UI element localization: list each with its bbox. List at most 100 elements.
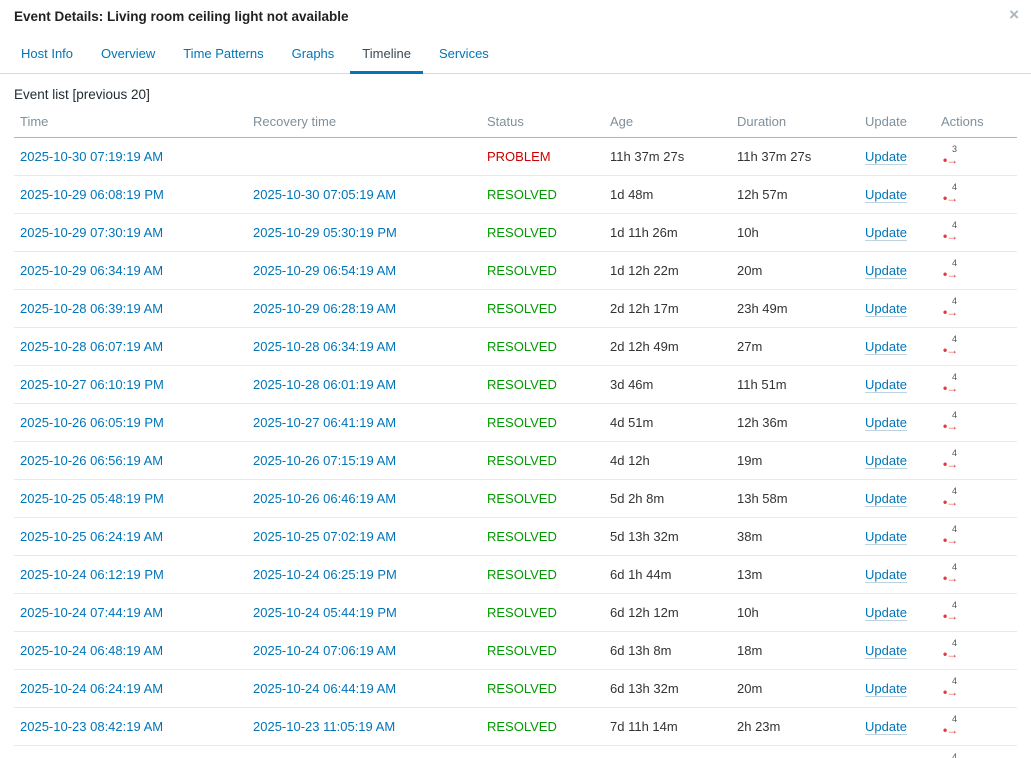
status-badge: RESOLVED: [487, 186, 557, 202]
update-link[interactable]: Update: [865, 376, 907, 393]
message-actions-icon[interactable]: 4 •→: [943, 335, 958, 357]
tab-services[interactable]: Services: [438, 46, 489, 61]
event-time-link[interactable]: 2025-10-27 06:10:19 PM: [20, 376, 164, 392]
age-cell: 5d 13h 32m: [604, 517, 731, 556]
event-time-link[interactable]: 2025-10-24 06:48:19 AM: [20, 642, 164, 658]
message-actions-icon[interactable]: 4 •→: [943, 449, 958, 471]
event-time-link[interactable]: 2025-10-23 06:43:19 AM: [20, 757, 163, 758]
recovery-time-link[interactable]: 2025-10-26 07:15:19 AM: [253, 452, 397, 468]
message-actions-icon[interactable]: 4 •→: [943, 715, 958, 737]
recovery-time-link[interactable]: 2025-10-30 07:05:19 AM: [253, 186, 397, 202]
message-actions-icon[interactable]: 4 •→: [943, 411, 958, 433]
event-time-link[interactable]: 2025-10-28 06:39:19 AM: [20, 300, 164, 316]
recovery-time-link[interactable]: 2025-10-24 06:25:19 PM: [253, 566, 397, 582]
event-time-link[interactable]: 2025-10-29 07:30:19 AM: [20, 224, 164, 240]
tab-host-info[interactable]: Host Info: [21, 46, 74, 61]
recovery-time-link[interactable]: 2025-10-27 06:41:19 AM: [253, 414, 397, 430]
recovery-time-link[interactable]: 2025-10-28 06:01:19 AM: [253, 376, 397, 392]
action-count: 4: [952, 372, 958, 382]
update-link[interactable]: Update: [865, 186, 907, 203]
event-time-link[interactable]: 2025-10-24 06:24:19 AM: [20, 680, 164, 696]
update-link[interactable]: Update: [865, 262, 907, 279]
tab-timeline[interactable]: Timeline: [350, 37, 423, 74]
recovery-time-link[interactable]: 2025-10-25 07:02:19 AM: [253, 528, 397, 544]
recovery-time-link[interactable]: 2025-10-23 07:17:19 AM: [253, 757, 396, 758]
event-time-link[interactable]: 2025-10-25 06:24:19 AM: [20, 528, 164, 544]
update-link[interactable]: Update: [865, 148, 907, 165]
event-time-link[interactable]: 2025-10-25 05:48:19 PM: [20, 490, 164, 506]
age-cell: 1d 11h 26m: [604, 213, 731, 252]
update-link[interactable]: Update: [865, 528, 907, 545]
event-time-link[interactable]: 2025-10-26 06:56:19 AM: [20, 452, 164, 468]
message-actions-icon[interactable]: 4 •→: [943, 601, 958, 623]
tab-graphs[interactable]: Graphs: [291, 46, 335, 61]
action-count: 4: [952, 486, 958, 496]
message-actions-icon[interactable]: 4 •→: [943, 372, 958, 395]
action-count: 4: [952, 752, 958, 758]
table-header-row: Time Recovery time Status Age Duration Update…: [14, 105, 1017, 138]
column-header-actions: Actions: [935, 105, 1017, 138]
recovery-time-link[interactable]: 2025-10-24 06:44:19 AM: [253, 680, 397, 696]
status-badge: RESOLVED: [487, 604, 557, 620]
update-link[interactable]: Update: [865, 452, 907, 469]
event-time-link[interactable]: 2025-10-29 06:34:19 AM: [20, 262, 164, 278]
tab-time-patterns[interactable]: Time Patterns: [183, 46, 264, 61]
event-time-link[interactable]: 2025-10-24 06:12:19 PM: [20, 566, 164, 582]
update-link[interactable]: Update: [865, 300, 907, 317]
event-time-link[interactable]: 2025-10-26 06:05:19 PM: [20, 414, 164, 430]
message-actions-icon[interactable]: 3 •→: [943, 145, 958, 167]
update-link[interactable]: Update: [865, 680, 907, 697]
recovery-time-link[interactable]: 2025-10-24 07:06:19 AM: [253, 642, 397, 658]
column-header-age: Age: [604, 105, 731, 138]
age-cell: 2d 12h 17m: [604, 289, 731, 328]
update-link[interactable]: Update: [865, 642, 907, 659]
update-link[interactable]: Update: [865, 756, 907, 758]
message-actions-icon[interactable]: 4 •→: [943, 297, 958, 319]
update-link[interactable]: Update: [865, 224, 907, 241]
duration-cell: 20m: [731, 251, 859, 290]
update-link[interactable]: Update: [865, 718, 907, 735]
event-time-link[interactable]: 2025-10-30 07:19:19 AM: [20, 148, 164, 164]
duration-cell: 12h 57m: [731, 175, 859, 214]
event-time-link[interactable]: 2025-10-28 06:07:19 AM: [20, 338, 164, 354]
recovery-time-link[interactable]: 2025-10-29 06:28:19 AM: [253, 300, 397, 316]
recovery-time-link[interactable]: 2025-10-29 06:54:19 AM: [253, 262, 397, 278]
red-dot-arrow-icon: •→: [943, 685, 958, 699]
tab-overview[interactable]: Overview: [101, 46, 156, 61]
update-link[interactable]: Update: [865, 338, 907, 355]
age-cell: 1d 12h 22m: [604, 251, 731, 290]
age-cell: 2d 12h 49m: [604, 327, 731, 366]
message-actions-icon[interactable]: 4 •→: [943, 677, 958, 699]
message-actions-icon[interactable]: 4 •→: [943, 525, 958, 547]
duration-cell: 10h: [731, 213, 859, 252]
event-time-link[interactable]: 2025-10-24 07:44:19 AM: [20, 604, 164, 620]
message-actions-icon[interactable]: 4 •→: [943, 259, 958, 281]
table-row: 2025-10-24 06:24:19 AM 2025-10-24 06:44:…: [14, 669, 1017, 708]
recovery-time-link[interactable]: 2025-10-26 06:46:19 AM: [253, 490, 397, 506]
update-link[interactable]: Update: [865, 414, 907, 431]
status-badge: RESOLVED: [487, 680, 557, 696]
event-time-link[interactable]: 2025-10-29 06:08:19 PM: [20, 186, 164, 202]
recovery-time-link[interactable]: 2025-10-23 11:05:19 AM: [253, 718, 396, 734]
recovery-time-link[interactable]: 2025-10-24 05:44:19 PM: [253, 604, 397, 620]
message-actions-icon[interactable]: 4 •→: [943, 563, 958, 585]
message-actions-icon[interactable]: 4 •→: [943, 486, 958, 509]
recovery-time-link[interactable]: 2025-10-29 05:30:19 PM: [253, 224, 397, 240]
update-link[interactable]: Update: [865, 566, 907, 583]
update-link[interactable]: Update: [865, 604, 907, 621]
message-actions-icon[interactable]: 4 •→: [943, 183, 958, 205]
duration-cell: 12h 36m: [731, 403, 859, 442]
message-actions-icon[interactable]: 4 •→: [943, 638, 958, 661]
event-time-link[interactable]: 2025-10-23 08:42:19 AM: [20, 718, 164, 734]
red-dot-arrow-icon: •→: [943, 153, 958, 167]
message-actions-icon[interactable]: 4 •→: [943, 221, 958, 243]
close-icon[interactable]: ×: [1009, 5, 1019, 24]
message-actions-icon[interactable]: 4 •→: [943, 753, 957, 758]
status-badge: RESOLVED: [487, 490, 557, 506]
event-table: Time Recovery time Status Age Duration Update…: [14, 105, 1017, 758]
status-badge: RESOLVED: [487, 414, 557, 430]
update-link[interactable]: Update: [865, 490, 907, 507]
action-count: 4: [952, 638, 958, 648]
duration-cell: 11h 37m 27s: [731, 137, 859, 176]
recovery-time-link[interactable]: 2025-10-28 06:34:19 AM: [253, 338, 397, 354]
